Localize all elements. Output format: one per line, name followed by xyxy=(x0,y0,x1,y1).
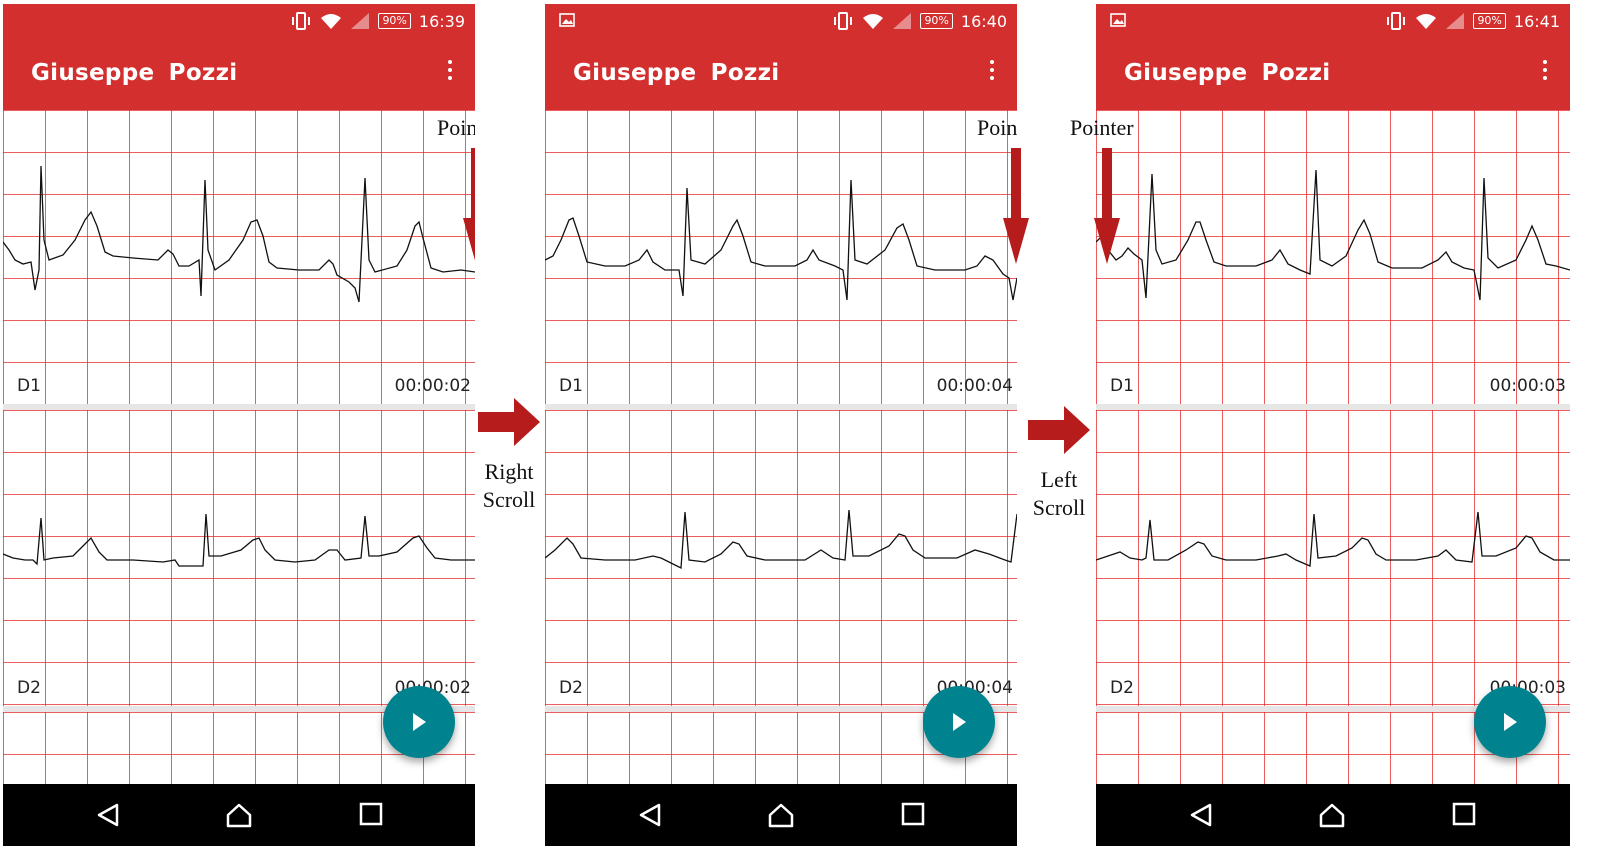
status-bar: 90% 16:41 xyxy=(1096,4,1570,38)
play-button[interactable] xyxy=(923,686,995,758)
ecg-panel-d2[interactable]: D2 00:00:02 xyxy=(3,410,475,706)
vibrate-icon xyxy=(1387,12,1406,30)
elapsed-time: 00:00:03 xyxy=(1489,376,1566,396)
ecg-trace-d1 xyxy=(3,165,475,303)
play-icon xyxy=(1504,713,1517,731)
overflow-menu-icon[interactable] xyxy=(445,60,455,88)
play-button[interactable] xyxy=(383,686,455,758)
lead-label: D2 xyxy=(17,678,41,698)
recents-icon[interactable] xyxy=(901,802,925,826)
right-arrow-icon xyxy=(478,398,540,446)
signal-icon xyxy=(351,13,370,29)
app-title: Giuseppe Pozzi xyxy=(573,60,780,86)
ecg-panel-d2[interactable]: D2 00:00:03 xyxy=(1096,410,1570,706)
ecg-trace-d2 xyxy=(3,513,475,567)
wifi-icon xyxy=(321,14,342,29)
signal-icon xyxy=(1446,13,1465,29)
elapsed-time: 00:00:02 xyxy=(394,376,471,396)
scroll-label-line2: Scroll xyxy=(482,487,536,512)
pointer-arrow-icon xyxy=(1094,148,1120,264)
status-time: 16:39 xyxy=(418,11,465,31)
home-icon[interactable] xyxy=(1318,802,1346,828)
ecg-panel-d1[interactable]: D1 00:00:03 xyxy=(1096,110,1570,404)
right-arrow-icon xyxy=(1028,406,1090,454)
play-icon xyxy=(953,713,966,731)
battery-icon: 90% xyxy=(920,13,953,29)
divider xyxy=(3,404,475,410)
lead-label: D2 xyxy=(559,678,583,698)
phone-screen-2: 90% 16:40 Giuseppe Pozzi D1 00:00:04 D2 … xyxy=(545,4,1017,846)
image-notification-icon xyxy=(559,13,575,27)
pointer-arrow-icon xyxy=(1003,148,1029,264)
pointer-label: Pointer xyxy=(1070,115,1134,140)
divider xyxy=(3,706,475,712)
scroll-label-line1: Left xyxy=(1040,467,1078,492)
ecg-trace-d2 xyxy=(1096,511,1570,567)
back-icon[interactable] xyxy=(1188,802,1214,828)
ecg-trace-d1 xyxy=(1096,169,1570,301)
ecg-trace-d1 xyxy=(545,179,1017,301)
elapsed-time: 00:00:04 xyxy=(936,376,1013,396)
app-bar: Giuseppe Pozzi xyxy=(545,38,1017,110)
ecg-panel-d2[interactable]: D2 00:00:04 xyxy=(545,410,1017,706)
app-title: Giuseppe Pozzi xyxy=(1124,60,1331,86)
battery-icon: 90% xyxy=(1473,13,1506,29)
lead-label: D1 xyxy=(559,376,583,396)
overflow-menu-icon[interactable] xyxy=(1540,60,1550,88)
navigation-bar xyxy=(545,784,1017,846)
divider xyxy=(1096,706,1570,712)
lead-label: D2 xyxy=(1110,678,1134,698)
app-bar: Giuseppe Pozzi xyxy=(3,38,475,110)
ecg-panel-d1[interactable]: D1 00:00:04 xyxy=(545,110,1017,404)
back-icon[interactable] xyxy=(95,802,121,828)
pointer-label: Pointer xyxy=(977,115,1017,140)
status-bar: 90% 16:40 xyxy=(545,4,1017,38)
phone-screen-3: 90% 16:41 Giuseppe Pozzi D1 00:00:03 D2 … xyxy=(1096,4,1570,846)
back-icon[interactable] xyxy=(637,802,663,828)
lead-label: D1 xyxy=(17,376,41,396)
recents-icon[interactable] xyxy=(1452,802,1476,826)
ecg-trace-d2 xyxy=(545,509,1017,570)
pointer-label: Pointer xyxy=(437,115,475,140)
scroll-label-line1: Right xyxy=(484,459,534,484)
divider xyxy=(1096,404,1570,410)
image-notification-icon xyxy=(1110,13,1126,27)
home-icon[interactable] xyxy=(225,802,253,828)
app-bar: Giuseppe Pozzi xyxy=(1096,38,1570,110)
play-icon xyxy=(413,713,426,731)
status-time: 16:41 xyxy=(1513,11,1560,31)
scroll-label-line2: Scroll xyxy=(1032,495,1086,520)
pointer-arrow-icon xyxy=(463,148,475,261)
wifi-icon xyxy=(1416,14,1437,29)
play-button[interactable] xyxy=(1474,686,1546,758)
scroll-label: Right Scroll xyxy=(474,458,544,514)
navigation-bar xyxy=(3,784,475,846)
home-icon[interactable] xyxy=(767,802,795,828)
vibrate-icon xyxy=(834,12,853,30)
lead-label: D1 xyxy=(1110,376,1134,396)
ecg-panel-d1[interactable]: D1 00:00:02 xyxy=(3,110,475,404)
scroll-label: Left Scroll xyxy=(1024,466,1094,522)
status-time: 16:40 xyxy=(960,11,1007,31)
navigation-bar xyxy=(1096,784,1570,846)
divider xyxy=(545,706,1017,712)
wifi-icon xyxy=(863,14,884,29)
phone-screen-1: 90% 16:39 Giuseppe Pozzi D1 00:00:02 D2 … xyxy=(3,4,475,846)
overflow-menu-icon[interactable] xyxy=(987,60,997,88)
battery-icon: 90% xyxy=(378,13,411,29)
signal-icon xyxy=(893,13,912,29)
divider xyxy=(545,404,1017,410)
status-bar: 90% 16:39 xyxy=(3,4,475,38)
app-title: Giuseppe Pozzi xyxy=(31,60,238,86)
vibrate-icon xyxy=(292,12,311,30)
recents-icon[interactable] xyxy=(359,802,383,826)
